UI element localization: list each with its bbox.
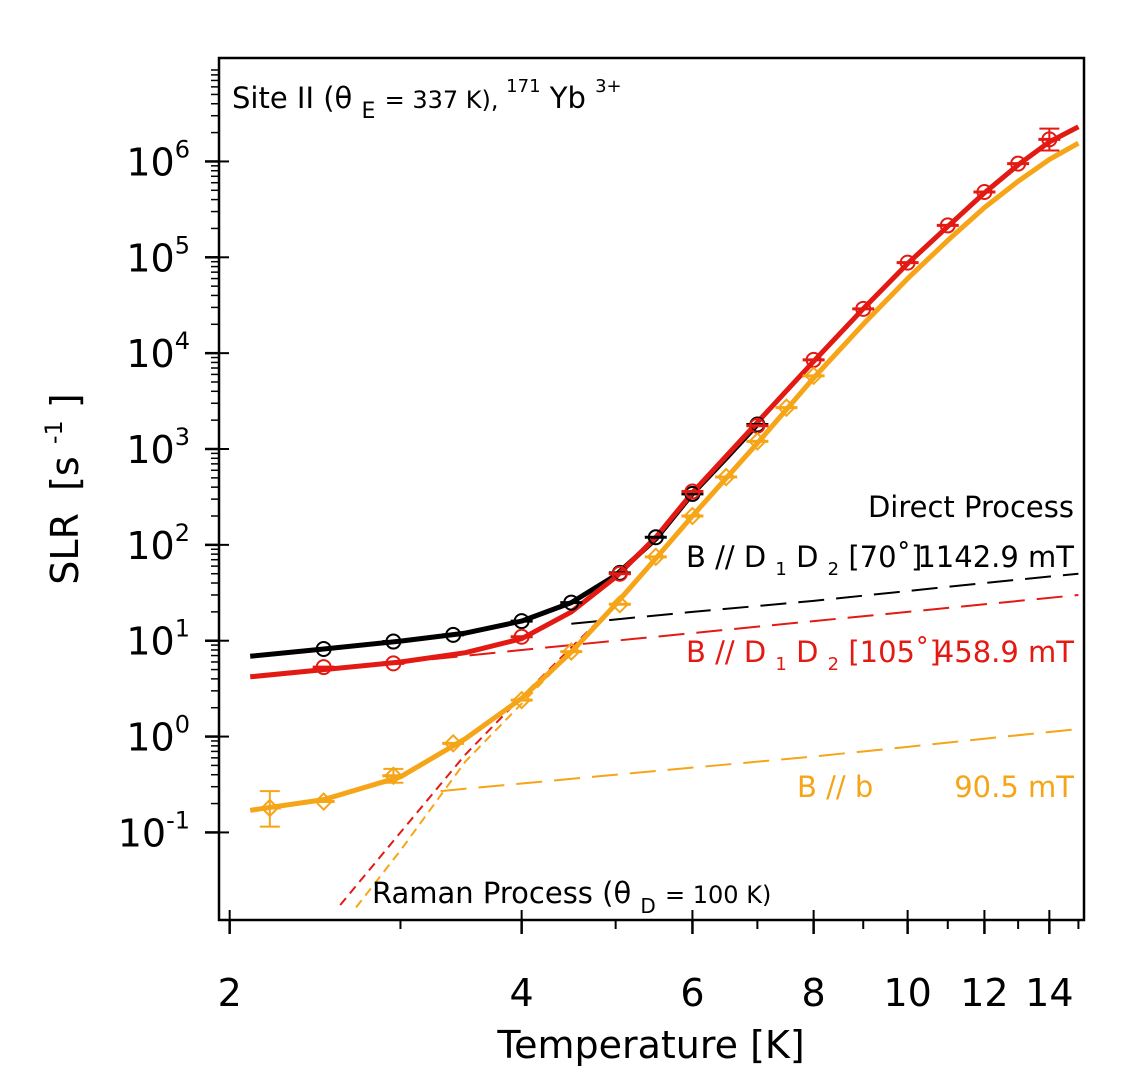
field-70-label: B // D 1 D 2 [70˚] [686,540,922,582]
data-point [563,594,580,611]
data-point [314,792,334,811]
direct-process-lines [355,572,1079,793]
y-axis: 10-1 100 101 102 103 104 105 106 [118,69,229,855]
plot-frame [217,56,1086,922]
field-b-value: 90.5 mT [954,770,1074,804]
y-axis-title: SLR [s -1 ] [27,393,87,584]
data-markers [258,127,1061,828]
direct-process-line [355,594,1079,669]
raman-process-label: Raman Process (θ D = 100 K) [372,876,771,920]
data-point [747,432,767,451]
data-point [899,254,916,271]
data-point [385,655,402,672]
y-axis-title-unit: [s [43,456,87,491]
x-axis-title: Temperature [K] [496,1023,804,1067]
data-point [716,467,736,487]
x-axis: 2 4 6 8 10 12 14 [218,910,1080,1015]
y-axis-title-exp: -1 [40,420,68,444]
site-annotation: Site II (θ E = 337 K), 171 Yb 3+ [232,65,622,125]
direct-process-label: Direct Process [868,490,1074,524]
data-point [804,366,824,386]
x-tick-label: 8 [802,971,826,1015]
svg-text:SLR [s -1 ]: SLR [s -1 ] [27,393,87,584]
field-b-label: B // b [797,770,873,804]
data-point [647,529,664,546]
y-axis-title-close: ] [43,393,87,408]
y-tick-label: 104 [126,327,190,376]
data-point [646,547,666,567]
data-point [561,642,581,662]
fit-curve [249,124,1080,680]
data-point [684,483,701,500]
data-point [385,633,402,650]
data-point [976,183,993,200]
data-point [683,506,702,526]
x-tick-label: 10 [883,971,931,1015]
fit-curve [249,141,1080,813]
fit-curve [249,422,760,659]
direct-process-line [571,572,1079,625]
raman-process-line [339,515,694,906]
data-point [383,766,403,786]
data-point [777,398,796,418]
data-point [1010,155,1027,172]
data-point [443,733,463,753]
y-tick-label: 102 [126,519,190,568]
x-tick-label: 14 [1025,971,1073,1015]
y-tick-label: 103 [126,423,190,472]
data-point [512,690,532,710]
field-70-value: 1142.9 mT [917,540,1074,574]
field-105-label: B // D 1 D 2 [105˚] [686,635,941,677]
y-tick-label: 106 [126,135,190,184]
y-tick-label: 101 [126,615,190,664]
data-point [610,594,630,614]
y-tick-label: 100 [126,711,190,760]
data-point [315,659,332,676]
direct-process-line [440,728,1079,793]
x-tick-label: 4 [510,971,534,1015]
y-tick-label: 10-1 [118,806,190,855]
data-point [855,300,872,317]
data-point [513,628,530,645]
data-point [939,217,956,234]
x-tick-label: 6 [680,971,704,1015]
x-tick-label: 2 [218,971,242,1015]
x-tick-label: 12 [960,971,1008,1015]
data-point [611,565,628,582]
data-point [445,626,462,643]
field-105-value: 458.9 mT [936,635,1074,669]
data-point [513,613,530,630]
y-axis-title-label: SLR [43,513,87,585]
y-tick-label: 105 [126,231,190,280]
data-point [315,640,332,657]
